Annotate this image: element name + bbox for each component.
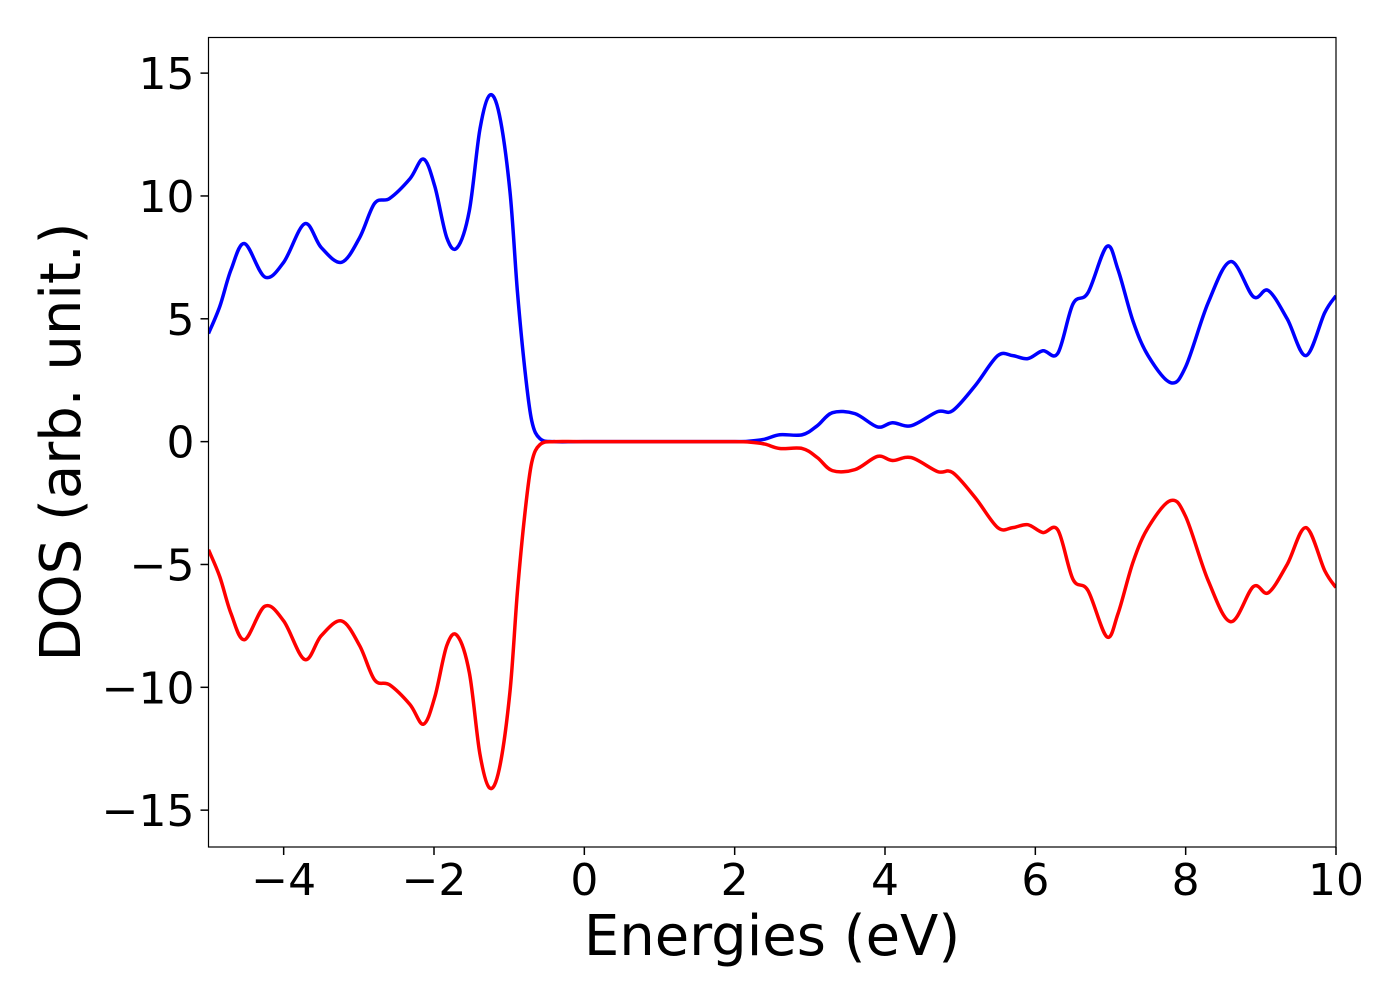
y-tick-label: 15 [139,49,195,100]
y-tick-label: −15 [102,786,195,837]
x-tick-label: 0 [570,855,598,906]
x-tick-label: 8 [1172,855,1200,906]
y-tick-label: −10 [102,663,195,714]
x-tick-label: −2 [402,855,467,906]
plot-frame [207,36,1337,848]
y-axis-label: DOS (arb. unit.) [29,222,94,661]
x-tick-label: 2 [721,855,749,906]
y-tick-label: 10 [139,172,195,223]
x-axis-label: Energies (eV) [584,904,960,969]
y-tick-label: −5 [130,540,195,591]
line-series [208,439,1336,791]
x-tick-label: −4 [251,855,316,906]
line-series [208,92,1336,444]
x-tick-label: 4 [871,855,899,906]
y-tick-label: 5 [167,295,195,346]
x-tick-label: 6 [1021,855,1049,906]
x-tick-label: 10 [1308,855,1364,906]
y-tick-label: 0 [167,418,195,469]
